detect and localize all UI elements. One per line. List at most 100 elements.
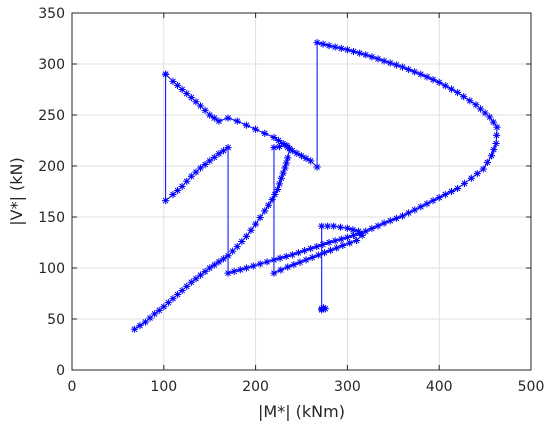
data-point-marker	[368, 53, 376, 61]
data-point-marker	[178, 286, 186, 295]
data-point-marker	[294, 249, 303, 257]
data-point-marker	[343, 46, 351, 54]
y-tick-label: 350	[38, 6, 65, 22]
data-point-marker	[252, 220, 260, 228]
data-point-marker	[187, 172, 195, 180]
data-point-marker	[325, 238, 333, 247]
data-point-marker	[279, 139, 287, 148]
data-point-marker	[277, 266, 285, 274]
data-point-marker	[326, 246, 335, 254]
data-point-marker	[423, 200, 431, 208]
data-point-marker	[224, 269, 232, 277]
data-point-marker	[331, 237, 339, 245]
data-point-marker	[141, 318, 150, 326]
data-point-marker	[236, 266, 244, 274]
data-point-marker	[308, 253, 316, 262]
data-point-marker	[453, 88, 462, 97]
data-point-marker	[178, 85, 186, 94]
data-point-marker	[242, 121, 251, 129]
data-point-marker	[247, 226, 255, 234]
data-point-marker	[290, 261, 298, 269]
data-point-marker	[417, 70, 425, 78]
data-point-marker	[489, 118, 497, 126]
data-point-marker	[466, 97, 474, 105]
data-point-marker	[187, 94, 195, 102]
data-point-marker	[215, 258, 223, 266]
data-point-marker	[282, 159, 290, 167]
data-point-marker	[284, 154, 292, 162]
data-point-marker	[130, 325, 139, 333]
grid	[72, 13, 531, 370]
data-point-marker	[435, 194, 443, 202]
data-point-marker	[277, 174, 285, 182]
data-point-marker	[411, 68, 419, 76]
data-point-marker	[405, 209, 413, 217]
data-point-marker	[192, 98, 200, 106]
data-point-marker	[151, 310, 159, 318]
data-point-marker	[183, 282, 191, 290]
x-tick-label: 100	[150, 379, 177, 395]
data-point-marker	[300, 247, 309, 255]
data-point-marker	[206, 157, 214, 165]
data-point-marker	[173, 186, 182, 195]
data-point-marker	[302, 154, 310, 162]
data-point-marker	[178, 182, 186, 190]
data-point-marker	[346, 239, 354, 247]
data-point-marker	[398, 212, 407, 220]
plot-frame	[71, 12, 532, 371]
data-point-marker	[307, 157, 315, 165]
ticks	[71, 12, 532, 371]
data-point-marker	[380, 219, 388, 227]
data-point-marker	[362, 51, 370, 59]
data-point-marker	[256, 260, 264, 268]
data-point-marker	[337, 44, 345, 52]
data-point-marker	[196, 102, 205, 110]
data-point-marker	[307, 245, 315, 253]
data-point-marker	[313, 38, 321, 47]
data-point-marker	[487, 152, 496, 160]
series-2	[130, 142, 366, 333]
data-point-marker	[319, 240, 327, 249]
data-point-marker	[238, 237, 246, 246]
data-point-marker	[270, 269, 278, 277]
data-point-marker	[297, 152, 306, 160]
data-point-marker	[358, 231, 366, 239]
data-point-marker	[441, 82, 449, 90]
data-point-marker	[398, 63, 407, 71]
data-point-marker	[481, 109, 489, 117]
data-point-marker	[268, 196, 276, 204]
y-tick-label: 150	[38, 210, 65, 226]
x-tick-label: 200	[242, 379, 269, 395]
data-point-marker	[296, 258, 304, 266]
data-point-marker	[155, 306, 163, 314]
data-point-marker	[162, 70, 170, 78]
data-point-marker	[349, 226, 357, 234]
data-point-marker	[356, 49, 364, 57]
data-point-marker	[206, 111, 214, 119]
data-point-marker	[343, 224, 351, 232]
data-point-marker	[479, 165, 487, 173]
data-point-marker	[215, 117, 223, 125]
data-point-marker	[271, 190, 279, 199]
data-point-marker	[318, 306, 326, 314]
data-point-marker	[274, 136, 283, 145]
data-point-marker	[160, 303, 168, 311]
data-point-marker	[453, 184, 462, 193]
data-point-marker	[492, 139, 500, 148]
series-1	[162, 38, 501, 277]
data-point-marker	[206, 264, 214, 272]
x-tick-label: 400	[426, 379, 453, 395]
data-point-marker	[302, 256, 310, 264]
data-point-marker	[324, 222, 332, 230]
data-point-marker	[201, 160, 209, 169]
data-point-marker	[210, 261, 218, 269]
y-tick-label: 250	[38, 108, 65, 124]
x-tick-label: 500	[518, 379, 545, 395]
data-point-marker	[283, 142, 291, 150]
data-point-marker	[242, 264, 251, 272]
data-point-marker	[196, 164, 205, 172]
data-point-marker	[319, 40, 327, 48]
data-point-marker	[275, 143, 284, 151]
data-point-marker	[386, 59, 394, 67]
